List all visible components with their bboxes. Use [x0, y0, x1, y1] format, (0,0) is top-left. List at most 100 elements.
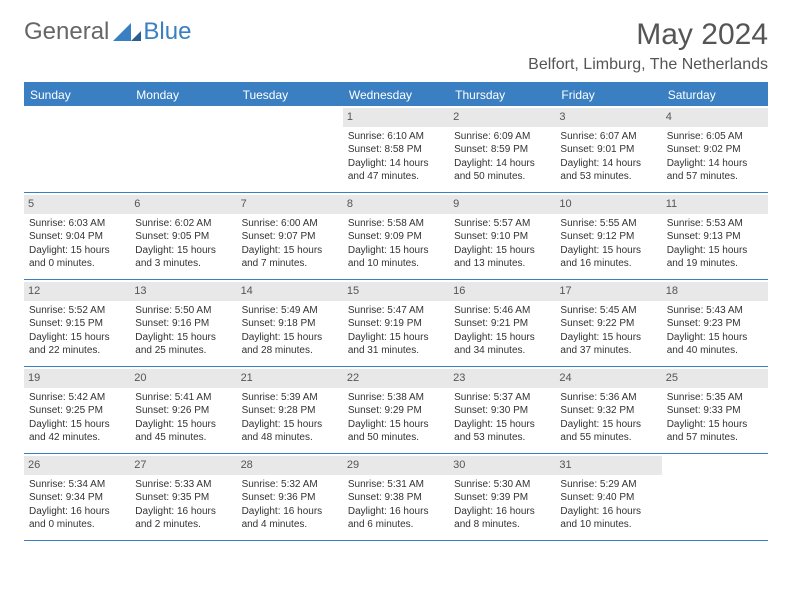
day-info: Sunrise: 6:07 AMSunset: 9:01 PMDaylight:…	[559, 130, 657, 184]
day-info: Sunrise: 5:43 AMSunset: 9:23 PMDaylight:…	[666, 304, 764, 358]
day-sunset: Sunset: 9:28 PM	[242, 404, 338, 418]
day-daylight2: and 0 minutes.	[29, 518, 125, 532]
day-info: Sunrise: 5:58 AMSunset: 9:09 PMDaylight:…	[347, 217, 445, 271]
day-daylight2: and 45 minutes.	[135, 431, 231, 445]
day-sunrise: Sunrise: 5:35 AM	[667, 391, 763, 405]
day-daylight1: Daylight: 15 hours	[560, 244, 656, 258]
day-sunset: Sunset: 9:04 PM	[29, 230, 125, 244]
day-daylight2: and 7 minutes.	[242, 257, 338, 271]
day-daylight1: Daylight: 15 hours	[560, 418, 656, 432]
day-daylight1: Daylight: 16 hours	[242, 505, 338, 519]
day-sunrise: Sunrise: 6:03 AM	[29, 217, 125, 231]
day-daylight2: and 40 minutes.	[667, 344, 763, 358]
day-daylight1: Daylight: 15 hours	[454, 418, 550, 432]
day-sunrise: Sunrise: 6:00 AM	[242, 217, 338, 231]
day-number: 28	[237, 456, 343, 475]
day-daylight1: Daylight: 15 hours	[29, 244, 125, 258]
day-sunset: Sunset: 9:33 PM	[667, 404, 763, 418]
day-daylight2: and 8 minutes.	[454, 518, 550, 532]
day-daylight2: and 34 minutes.	[454, 344, 550, 358]
month-title: May 2024	[528, 18, 768, 52]
day-number: 24	[555, 369, 661, 388]
day-info: Sunrise: 5:42 AMSunset: 9:25 PMDaylight:…	[28, 391, 126, 445]
day-info: Sunrise: 5:55 AMSunset: 9:12 PMDaylight:…	[559, 217, 657, 271]
day-daylight2: and 13 minutes.	[454, 257, 550, 271]
day-daylight2: and 16 minutes.	[560, 257, 656, 271]
day-info: Sunrise: 6:10 AMSunset: 8:58 PMDaylight:…	[347, 130, 445, 184]
day-daylight1: Daylight: 15 hours	[242, 331, 338, 345]
day-daylight1: Daylight: 15 hours	[348, 244, 444, 258]
weekday-label: Tuesday	[237, 84, 343, 106]
day-sunrise: Sunrise: 5:41 AM	[135, 391, 231, 405]
day-daylight2: and 10 minutes.	[560, 518, 656, 532]
day-daylight1: Daylight: 16 hours	[560, 505, 656, 519]
day-sunset: Sunset: 9:09 PM	[348, 230, 444, 244]
day-daylight1: Daylight: 15 hours	[135, 418, 231, 432]
day-cell	[24, 106, 130, 192]
day-cell: 6Sunrise: 6:02 AMSunset: 9:05 PMDaylight…	[130, 193, 236, 279]
day-daylight2: and 28 minutes.	[242, 344, 338, 358]
day-sunset: Sunset: 9:12 PM	[560, 230, 656, 244]
day-info: Sunrise: 5:50 AMSunset: 9:16 PMDaylight:…	[134, 304, 232, 358]
day-daylight1: Daylight: 15 hours	[667, 418, 763, 432]
day-sunrise: Sunrise: 5:58 AM	[348, 217, 444, 231]
day-sunrise: Sunrise: 5:29 AM	[560, 478, 656, 492]
day-daylight2: and 31 minutes.	[348, 344, 444, 358]
day-cell: 24Sunrise: 5:36 AMSunset: 9:32 PMDayligh…	[555, 367, 661, 453]
day-number: 18	[662, 282, 768, 301]
day-cell: 30 Sunrise: 5:30 AMSunset: 9:39 PMDayligh…	[449, 454, 555, 540]
day-number: 27	[130, 456, 236, 475]
day-sunset: Sunset: 9:10 PM	[454, 230, 550, 244]
day-info: Sunrise: 5:45 AMSunset: 9:22 PMDaylight:…	[559, 304, 657, 358]
day-sunset: Sunset: 9:25 PM	[29, 404, 125, 418]
day-info: Sunrise: 5:31 AMSunset: 9:38 PMDaylight:…	[347, 478, 445, 532]
title-block: May 2024 Belfort, Limburg, The Netherlan…	[528, 18, 768, 74]
day-cell: 7Sunrise: 6:00 AMSunset: 9:07 PMDaylight…	[237, 193, 343, 279]
day-info: Sunrise: 6:03 AMSunset: 9:04 PMDaylight:…	[28, 217, 126, 271]
day-daylight1: Daylight: 14 hours	[348, 157, 444, 171]
day-sunset: Sunset: 9:07 PM	[242, 230, 338, 244]
day-cell: 19Sunrise: 5:42 AMSunset: 9:25 PMDayligh…	[24, 367, 130, 453]
day-daylight1: Daylight: 15 hours	[454, 331, 550, 345]
day-number: 9	[449, 195, 555, 214]
day-sunrise: Sunrise: 5:46 AM	[454, 304, 550, 318]
day-sunrise: Sunrise: 5:42 AM	[29, 391, 125, 405]
day-daylight1: Daylight: 15 hours	[135, 331, 231, 345]
day-daylight1: Daylight: 15 hours	[242, 418, 338, 432]
location-text: Belfort, Limburg, The Netherlands	[528, 56, 768, 74]
day-number: 22	[343, 369, 449, 388]
day-daylight1: Daylight: 16 hours	[29, 505, 125, 519]
day-sunset: Sunset: 9:21 PM	[454, 317, 550, 331]
day-info: Sunrise: 5:57 AMSunset: 9:10 PMDaylight:…	[453, 217, 551, 271]
day-number: 16	[449, 282, 555, 301]
day-number: 23	[449, 369, 555, 388]
day-info: Sunrise: 5:38 AMSunset: 9:29 PMDaylight:…	[347, 391, 445, 445]
day-info: Sunrise: 5:30 AMSunset: 9:39 PMDaylight:…	[453, 478, 551, 532]
week-row: 26Sunrise: 5:34 AMSunset: 9:34 PMDayligh…	[24, 454, 768, 541]
day-info: Sunrise: 5:46 AMSunset: 9:21 PMDaylight:…	[453, 304, 551, 358]
day-cell	[237, 106, 343, 192]
day-sunrise: Sunrise: 5:32 AM	[242, 478, 338, 492]
logo: General Blue	[24, 18, 191, 46]
day-daylight1: Daylight: 15 hours	[348, 418, 444, 432]
day-sunrise: Sunrise: 5:43 AM	[667, 304, 763, 318]
day-daylight2: and 10 minutes.	[348, 257, 444, 271]
day-cell: 17Sunrise: 5:45 AMSunset: 9:22 PMDayligh…	[555, 280, 661, 366]
week-row: 19Sunrise: 5:42 AMSunset: 9:25 PMDayligh…	[24, 367, 768, 454]
day-number: 13	[130, 282, 236, 301]
day-number: 10	[555, 195, 661, 214]
day-sunrise: Sunrise: 5:57 AM	[454, 217, 550, 231]
day-sunrise: Sunrise: 5:50 AM	[135, 304, 231, 318]
day-info: Sunrise: 5:32 AMSunset: 9:36 PMDaylight:…	[241, 478, 339, 532]
day-sunset: Sunset: 9:13 PM	[667, 230, 763, 244]
day-daylight1: Daylight: 15 hours	[667, 244, 763, 258]
day-daylight1: Daylight: 15 hours	[29, 418, 125, 432]
calendar: Sunday Monday Tuesday Wednesday Thursday…	[24, 82, 768, 541]
weekday-label: Sunday	[24, 84, 130, 106]
day-cell: 15Sunrise: 5:47 AMSunset: 9:19 PMDayligh…	[343, 280, 449, 366]
day-daylight2: and 25 minutes.	[135, 344, 231, 358]
day-daylight1: Daylight: 14 hours	[560, 157, 656, 171]
day-number: 30	[449, 456, 555, 475]
day-number: 12	[24, 282, 130, 301]
day-number: 7	[237, 195, 343, 214]
